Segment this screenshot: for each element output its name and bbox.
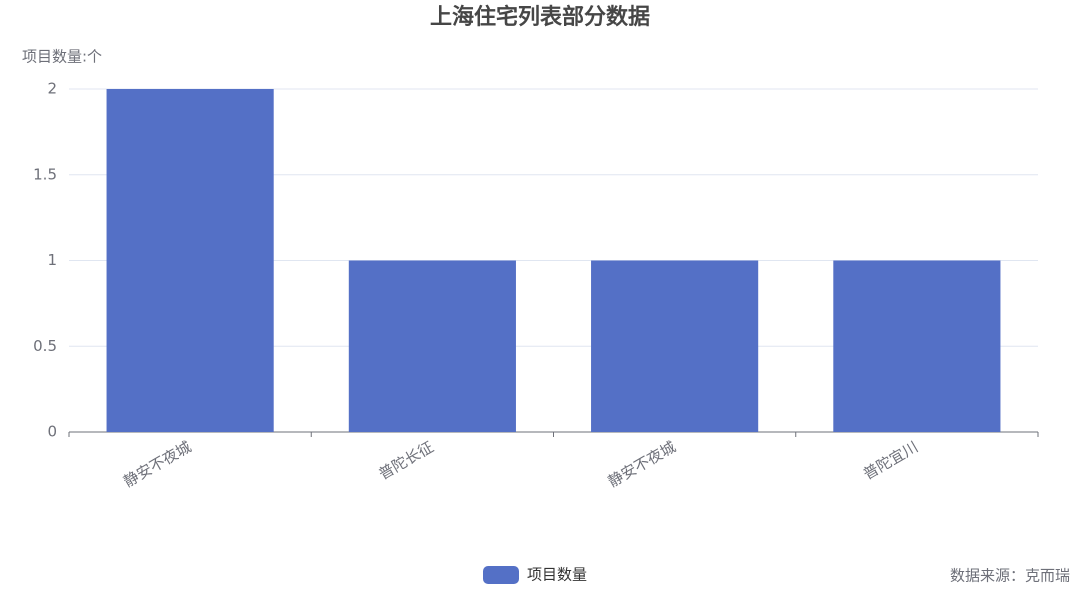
bar [106,89,274,432]
y-tick-label: 2 [47,80,57,98]
y-tick-label: 1 [47,251,57,269]
bar [348,260,516,432]
x-tick-label: 普陀长征 [376,438,437,484]
x-tick-label: 静安不夜城 [605,438,679,491]
y-tick-label: 0 [47,423,57,441]
chart-title: 上海住宅列表部分数据 [430,4,650,30]
legend-swatch [483,566,519,584]
legend-label: 项目数量 [527,566,587,584]
x-tick-label: 静安不夜城 [120,438,194,491]
y-tick-label: 0.5 [33,337,57,355]
bar [591,260,759,432]
y-axis-label: 项目数量:个 [22,48,102,66]
bar [833,260,1001,432]
y-tick-label: 1.5 [33,165,57,183]
source-note: 数据来源：克而瑞 [950,567,1070,585]
x-tick-label: 普陀宜川 [860,438,921,484]
